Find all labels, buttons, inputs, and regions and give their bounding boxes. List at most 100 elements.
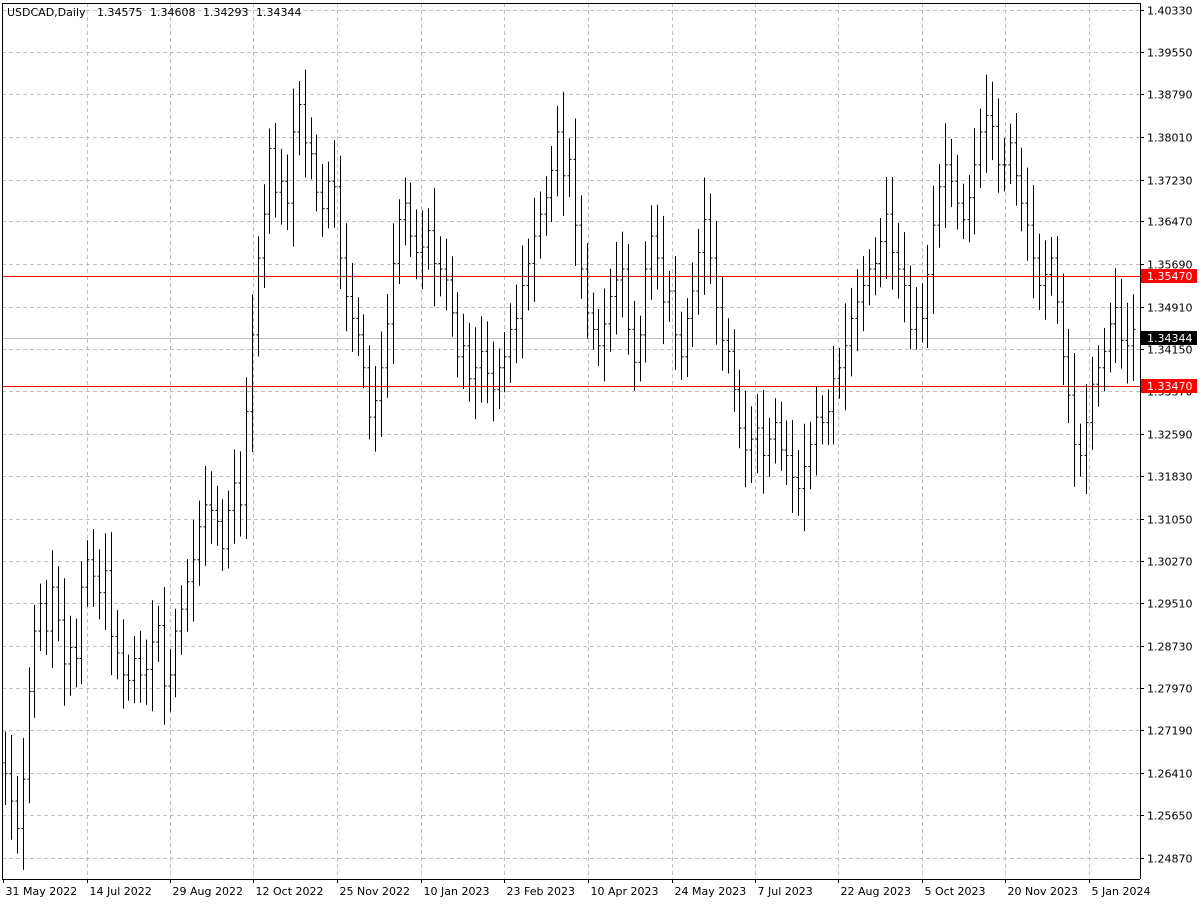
x-tick-label: 24 May 2023	[675, 885, 747, 898]
ohlc-bar	[309, 117, 314, 180]
ohlc-bar	[279, 148, 284, 225]
ohlc-bar	[1025, 167, 1030, 261]
ohlc-bar	[262, 184, 267, 288]
ohlc-bar	[1031, 185, 1036, 299]
ohlc-bar	[85, 540, 90, 607]
ohlc-bar	[91, 529, 96, 607]
ohlc-bar	[138, 630, 143, 703]
x-tick-label: 5 Oct 2023	[925, 885, 986, 898]
ohlc-bar	[685, 298, 690, 378]
ohlc-bar	[984, 74, 989, 173]
ohlc-bar	[467, 322, 472, 402]
ohlc-bar	[191, 520, 196, 622]
ohlc-bar	[972, 128, 977, 235]
ohlc-bar	[961, 183, 966, 240]
ohlc-bar	[526, 238, 531, 311]
ohlc-bar	[767, 417, 772, 477]
x-tick-label: 10 Jan 2023	[424, 885, 490, 898]
ohlc-bar	[285, 154, 290, 230]
ohlc-bar	[1096, 345, 1101, 407]
y-tick-label: 1.37230	[1147, 175, 1193, 188]
ohlc-bar	[326, 161, 331, 229]
ohlc-bar	[931, 185, 936, 314]
high-value: 1.34608	[150, 6, 196, 19]
price-labels: 1.35470 1.33470 1.34344	[1141, 269, 1197, 393]
ohlc-bar	[209, 471, 214, 544]
ohlc-bar	[502, 332, 507, 393]
ohlc-bar	[544, 176, 549, 236]
ohlc-bar	[914, 287, 919, 350]
ohlc-bar	[837, 347, 842, 399]
ohlc-bar	[1102, 328, 1107, 392]
ohlc-bar	[514, 284, 519, 364]
low-value: 1.34293	[203, 6, 249, 19]
time-axis: 31 May 2022 14 Jul 2022 29 Aug 2022 12 Oct …	[3, 879, 1150, 898]
ohlc-bar	[74, 618, 79, 688]
y-tick-label: 1.39550	[1147, 47, 1193, 60]
ohlc-bar	[949, 138, 954, 208]
y-tick-label: 1.26410	[1147, 768, 1193, 781]
ohlc-bar	[890, 177, 895, 290]
ohlc-bar	[638, 315, 643, 382]
ohlc-bar	[414, 209, 419, 280]
ohlc-bar	[626, 243, 631, 355]
ohlc-bar	[1043, 240, 1048, 320]
ohlc-bar	[1014, 113, 1019, 206]
ohlc-bar	[444, 238, 449, 311]
ohlc-bar	[820, 395, 825, 445]
y-tick-label: 1.24870	[1147, 853, 1193, 866]
ohlc-bar	[649, 205, 654, 300]
ohlc-bar	[561, 91, 566, 216]
ohlc-bar	[426, 208, 431, 270]
level-price-label: 1.33470	[1147, 380, 1193, 393]
y-tick-label: 1.36470	[1147, 216, 1193, 229]
x-tick-label: 29 Aug 2022	[173, 885, 243, 898]
ohlc-bar	[714, 220, 719, 345]
symbol-label: USDCAD,Daily	[7, 6, 86, 19]
x-tick-label: 25 Nov 2022	[340, 885, 410, 898]
ohlc-bar	[168, 649, 173, 712]
ohlc-bar	[344, 223, 349, 332]
ohlc-bar	[297, 81, 302, 156]
ohlc-bar	[661, 215, 666, 345]
open-value: 1.34575	[97, 6, 143, 19]
ohlc-bar	[632, 300, 637, 391]
ohlc-bar	[244, 377, 249, 540]
ohlc-bar	[779, 401, 784, 471]
price-axis: 1.40330 1.39550 1.38790 1.38010 1.37230 1.364…	[1140, 5, 1193, 866]
current-price-label: 1.34344	[1147, 332, 1193, 345]
level-price-label-bg	[1141, 379, 1197, 393]
ohlc-bar	[591, 292, 596, 350]
chart-header: USDCAD,Daily 1.34575 1.34608 1.34293 1.3…	[7, 6, 302, 19]
ohlc-bar	[109, 532, 114, 676]
ohlc-bar	[743, 390, 748, 488]
y-tick-label: 1.31050	[1147, 514, 1193, 527]
ohlc-bar	[220, 499, 225, 571]
ohlc-bar	[555, 105, 560, 197]
ohlc-bar	[273, 122, 278, 218]
ohlc-bar	[884, 176, 889, 279]
ohlc-bar	[455, 292, 460, 378]
x-tick-label: 22 Aug 2023	[841, 885, 911, 898]
x-tick-label: 7 Jul 2023	[758, 885, 813, 898]
ohlc-bar	[179, 585, 184, 655]
ohlc-bar	[385, 293, 390, 398]
plot-frame	[2, 3, 1141, 880]
ohlc-bar	[185, 559, 190, 632]
ohlc-bar	[873, 237, 878, 296]
ohlc-bar	[732, 329, 737, 412]
y-tick-label: 1.30270	[1147, 556, 1193, 569]
ohlc-bar	[1037, 233, 1042, 310]
ohlc-bar	[1002, 138, 1007, 192]
ohlc-bar	[508, 303, 513, 383]
ohlc-bar	[173, 608, 178, 698]
ohlc-bar	[1055, 236, 1060, 324]
ohlc-bar	[585, 243, 590, 339]
ohlc-bar	[361, 314, 366, 389]
ohlc-bar	[491, 341, 496, 422]
ohlc-bar	[920, 283, 925, 343]
ohlc-bar	[943, 123, 948, 229]
ohlc-bar	[1072, 353, 1077, 487]
ohlc-bar	[843, 303, 848, 411]
